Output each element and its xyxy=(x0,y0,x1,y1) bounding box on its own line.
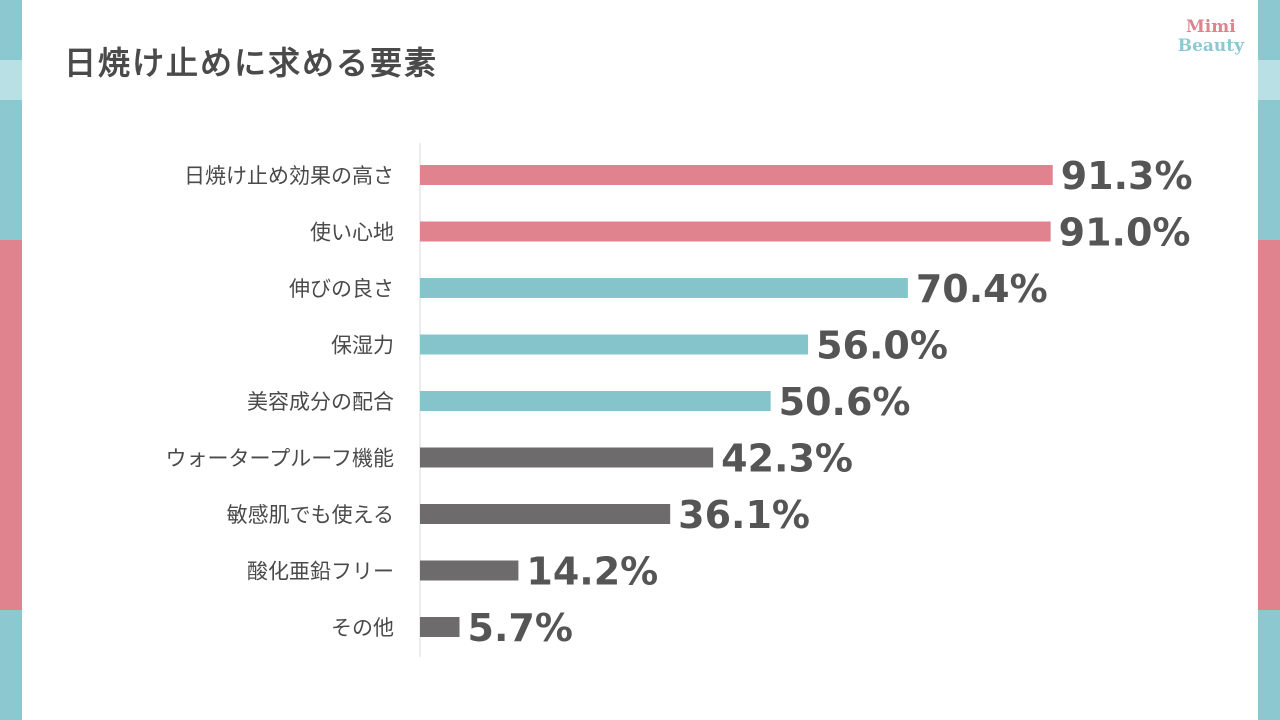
right-light-band xyxy=(1258,60,1280,100)
category-label: ウォータープルーフ機能 xyxy=(166,447,394,471)
value-label: 42.3% xyxy=(721,437,853,481)
category-label: 日焼け止め効果の高さ xyxy=(184,164,394,188)
category-label: 保湿力 xyxy=(331,334,394,358)
bar xyxy=(420,391,771,411)
page-title: 日焼け止めに求める要素 xyxy=(64,44,439,82)
bar xyxy=(420,278,908,298)
logo-line-2: Beauty xyxy=(1177,36,1244,56)
bar xyxy=(420,504,671,524)
value-label: 70.4% xyxy=(916,267,1048,311)
value-label: 36.1% xyxy=(678,493,810,537)
category-label: 敏感肌でも使える xyxy=(227,503,394,527)
bar xyxy=(420,221,1051,242)
category-label: 酸化亜鉛フリー xyxy=(247,560,394,584)
bar xyxy=(420,334,809,355)
category-label: その他 xyxy=(331,616,394,640)
category-label: 使い心地 xyxy=(310,221,394,245)
bar-chart: 日焼け止め効果の高さ 91.3% 使い心地 91.0% 伸びの良さ 70.4% 保湿力 56.… xyxy=(166,143,1193,657)
left-pink-band xyxy=(0,240,22,610)
logo-line-1: Mimi xyxy=(1185,17,1236,37)
slide-card: 日焼け止めに求める要素 Mimi Beauty 日焼け止め効果の高さ 91.3% 使… xyxy=(22,0,1258,720)
bar xyxy=(420,617,460,637)
right-pink-band xyxy=(1258,240,1280,610)
bar xyxy=(420,165,1053,185)
value-label: 14.2% xyxy=(526,550,658,594)
value-label: 56.0% xyxy=(816,324,948,368)
category-label: 伸びの良さ xyxy=(289,277,394,301)
brand-logo: Mimi Beauty xyxy=(1178,18,1244,56)
category-label: 美容成分の配合 xyxy=(247,390,394,414)
value-label: 50.6% xyxy=(779,380,911,424)
value-label: 91.0% xyxy=(1059,211,1191,255)
left-light-band xyxy=(0,60,22,100)
bar xyxy=(420,560,519,581)
bar xyxy=(420,447,714,468)
value-label: 91.3% xyxy=(1061,154,1193,198)
value-label: 5.7% xyxy=(468,606,573,650)
